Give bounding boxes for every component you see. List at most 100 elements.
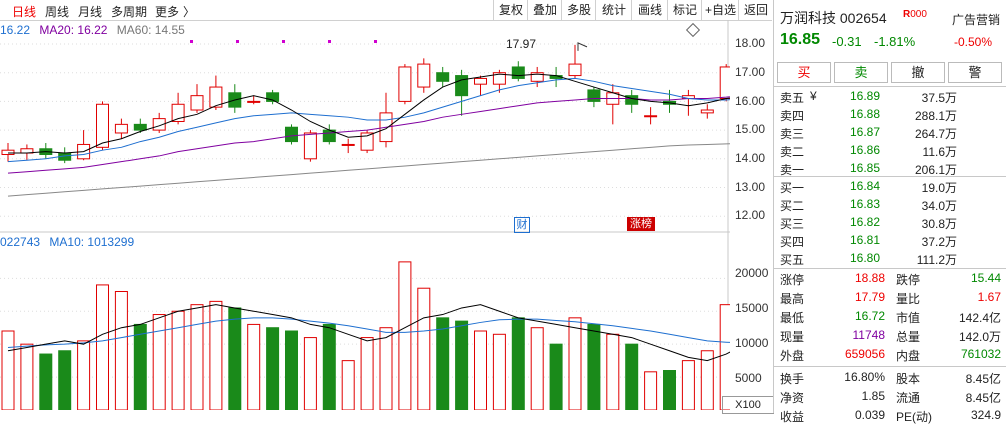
chevron-right-icon[interactable]: 〉 <box>183 5 196 19</box>
ask-row[interactable]: 卖二 16.86 11.6万 <box>774 142 1006 159</box>
stat-row[interactable]: 净资 1.85 流通 8.45亿 <box>774 388 1006 405</box>
stat-label: 内盘 <box>896 349 921 363</box>
tool-back[interactable]: 返回 <box>738 0 773 20</box>
sell-button[interactable]: 卖 <box>834 62 888 83</box>
volume-tick: 10000 <box>735 336 769 350</box>
bid-row[interactable]: 买一 16.84 19.0万 <box>774 178 1006 195</box>
tool-stats[interactable]: 统计 <box>595 0 632 20</box>
ask-price: 16.86 <box>850 143 881 157</box>
alert-button[interactable]: 警 <box>948 62 1002 83</box>
candle-body-down <box>625 95 639 105</box>
stat-label: 跌停 <box>896 273 921 287</box>
stat-row[interactable]: 外盘 659056 内盘 761032 <box>774 346 1006 363</box>
candle-body-up <box>152 118 166 131</box>
bid-volume: 19.0万 <box>921 181 957 195</box>
tool-multi-stock[interactable]: 多股 <box>561 0 596 20</box>
ask-label: 卖五 <box>780 91 805 105</box>
stat-row[interactable]: 最高 17.79 量比 1.67 <box>774 289 1006 306</box>
period-multi[interactable]: 多周期 <box>111 5 148 19</box>
volume-bar-up <box>719 304 730 410</box>
volume-bar-up <box>360 337 374 410</box>
stat-value: 11748 <box>852 328 885 342</box>
volume-bar-down <box>322 323 336 410</box>
stat-label: 量比 <box>896 292 921 306</box>
stat-value: 142.4亿 <box>958 311 1001 325</box>
period-weekly[interactable]: 周线 <box>45 5 70 19</box>
candle-body-up <box>417 63 431 88</box>
bid-volume: 30.8万 <box>921 217 957 231</box>
stat-row[interactable]: 最低 16.72 市值 142.4亿 <box>774 308 1006 325</box>
volume-bar-up <box>530 327 544 410</box>
bid-label: 买二 <box>780 199 805 213</box>
bid-row[interactable]: 买二 16.83 34.0万 <box>774 196 1006 213</box>
stat-value: 15.44 <box>970 271 1001 285</box>
tool-draw[interactable]: 画线 <box>631 0 668 20</box>
volume-bar-down <box>266 327 280 410</box>
tool-mark[interactable]: 标记 <box>667 0 702 20</box>
bid-row[interactable]: 买三 16.82 30.8万 <box>774 214 1006 231</box>
stat-label: 换手 <box>780 372 805 386</box>
volume-bar-up <box>568 317 582 410</box>
ma60-line <box>7 143 730 197</box>
ask-label: 卖一 <box>780 163 805 177</box>
ask-row[interactable]: 卖四 16.88 288.1万 <box>774 106 1006 123</box>
volume-bar-up <box>681 360 695 410</box>
candlestick-chart[interactable] <box>0 0 730 410</box>
tool-adjust[interactable]: 复权 <box>493 0 528 20</box>
volume-unit-label[interactable]: X100 <box>722 396 774 414</box>
volume-bar-down <box>625 343 639 410</box>
period-daily[interactable]: 日线 <box>12 5 37 19</box>
price-tick: 18.00 <box>735 36 766 50</box>
bid-row[interactable]: 买四 16.81 37.2万 <box>774 232 1006 249</box>
candle-body-up <box>209 86 223 108</box>
sector-label[interactable]: 广告营销 <box>952 13 1001 27</box>
volume-bar-down <box>436 317 450 410</box>
stat-row[interactable]: 现量 11748 总量 142.0万 <box>774 327 1006 344</box>
ask-row[interactable]: 卖三 16.87 264.7万 <box>774 124 1006 141</box>
stat-value: 16.72 <box>854 309 885 323</box>
volume-bar-up <box>20 343 34 410</box>
ask-price: 16.89 <box>850 89 881 103</box>
candle-body-down <box>436 72 450 82</box>
ask-label: 卖三 <box>780 127 805 141</box>
candle-body-up <box>398 66 412 102</box>
bid-row[interactable]: 买五 16.80 111.2万 <box>774 250 1006 267</box>
bid-volume: 34.0万 <box>921 199 957 213</box>
candle-body-up <box>700 109 714 114</box>
ask-volume: 206.1万 <box>914 163 957 177</box>
divider <box>774 268 1006 269</box>
buy-button[interactable]: 买 <box>777 62 831 83</box>
stat-row[interactable]: 收益 0.039 PE(动) 324.9 <box>774 407 1006 424</box>
chart-area[interactable]: 日线 周线 月线 多周期 更多 〉 复权 叠加 多股 统计 画线 标记 +自选 … <box>0 0 774 414</box>
period-monthly[interactable]: 月线 <box>78 5 103 19</box>
divider <box>774 176 1006 177</box>
volume-bar-down <box>663 370 676 410</box>
stat-value: 324.9 <box>970 408 1001 422</box>
tool-overlay[interactable]: 叠加 <box>527 0 562 20</box>
candle-body-up <box>644 115 658 118</box>
stat-row[interactable]: 涨停 18.88 跌停 15.44 <box>774 270 1006 287</box>
candle-body-down <box>266 92 280 102</box>
candle-body-down <box>285 126 298 143</box>
candle-body-up <box>96 103 109 148</box>
ask-price: 16.85 <box>850 161 881 175</box>
tool-add-watch[interactable]: +自选 <box>701 0 739 20</box>
volume-bar-down <box>39 353 53 410</box>
stat-value: 16.80% <box>844 370 885 384</box>
signal-marker <box>282 40 285 43</box>
volume-bar-up <box>398 261 412 410</box>
volume-bar-up <box>417 287 431 410</box>
currency-icon: ¥ <box>810 89 817 103</box>
candle-body-up <box>474 77 487 85</box>
bid-label: 买一 <box>780 181 805 195</box>
period-more[interactable]: 更多 <box>155 5 180 19</box>
sector-change: -0.50% <box>954 35 993 49</box>
stat-row[interactable]: 换手 16.80% 股本 8.45亿 <box>774 369 1006 386</box>
ma-legend: 16.22 MA20: 16.22 MA60: 14.55 <box>0 23 185 37</box>
financial-report-badge[interactable]: 财 <box>514 217 530 233</box>
bid-price: 16.81 <box>850 233 881 247</box>
limit-list-badge[interactable]: 涨榜 <box>627 217 655 231</box>
ask-row[interactable]: 卖五 ¥16.89 37.5万 <box>774 88 1006 105</box>
cancel-order-button[interactable]: 撤 <box>891 62 945 83</box>
ask-row[interactable]: 卖一 16.85 206.1万 <box>774 160 1006 177</box>
